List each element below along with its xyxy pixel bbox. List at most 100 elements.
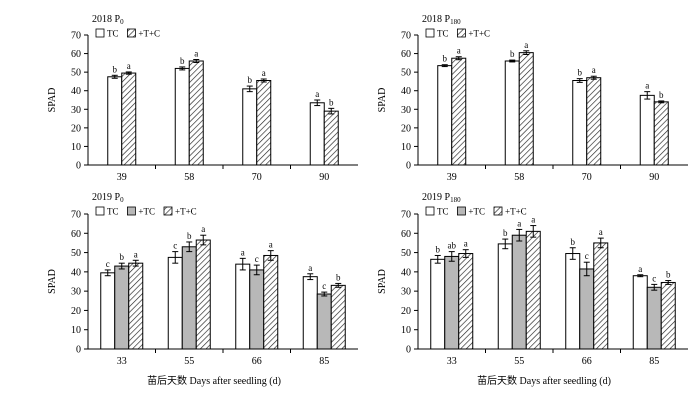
y-axis-label: SPAD [377,88,388,113]
significance-letter: b [443,54,448,64]
significance-letter: a [645,81,649,91]
legend-label: TC [437,207,449,217]
chart-title: 2018 P0 [92,14,124,26]
y-tick-label: 70 [71,31,81,42]
legend-swatch [95,206,105,216]
y-tick-label: 20 [401,123,411,134]
significance-letter: b [510,49,515,59]
bar [565,253,581,350]
legend-swatch [127,206,136,216]
bar [646,286,662,350]
legend-label: TC [437,29,449,39]
chart-title-main: 2019 P [92,192,121,203]
legend-swatch [425,206,435,216]
bar [100,272,116,350]
x-tick-label: 85 [319,356,329,367]
y-axis-label: SPAD [47,88,58,113]
bar [586,77,602,166]
bar [188,60,204,166]
significance-letter: b [659,90,664,100]
significance-letter: b [113,64,118,74]
x-tick-label: 33 [447,356,457,367]
y-tick-label: 30 [401,105,411,116]
chart-title-subscript: 180 [450,196,461,204]
y-tick-label: 0 [76,161,81,172]
bar [330,284,346,350]
chart-title-main: 2018 P [92,14,121,25]
x-tick-label: 39 [117,172,127,183]
bar [302,276,318,350]
y-tick-label: 70 [401,210,411,221]
legend-label: +TC [468,207,485,217]
y-tick-label: 10 [71,325,81,336]
bar [437,65,453,166]
y-tick-label: 40 [401,267,411,278]
legend-label: +T+C [138,29,160,39]
bar [430,258,446,350]
significance-letter: a [592,65,596,75]
significance-letter: b [120,252,125,262]
legend-swatch [456,28,466,38]
significance-letter: c [106,259,110,269]
bar [511,234,527,350]
y-tick-label: 30 [71,105,81,116]
y-tick-label: 30 [71,287,81,298]
y-tick-label: 60 [401,229,411,240]
chart-title-subscript: 0 [120,196,124,204]
bar [263,254,279,350]
bar [518,52,534,166]
chart-title-main: 2018 P [422,14,451,25]
x-tick-label: 90 [319,172,329,183]
x-tick-label: 58 [514,172,524,183]
x-tick-label: 66 [252,356,262,367]
significance-letter: c [255,254,259,264]
y-tick-label: 10 [401,142,411,153]
bar [572,80,588,166]
chart-title-subscript: 180 [450,18,461,26]
y-tick-label: 40 [71,86,81,97]
y-tick-label: 50 [71,248,81,259]
x-tick-label: 55 [514,356,524,367]
chart-title: 2018 P180 [422,14,461,26]
y-tick-label: 20 [71,123,81,134]
significance-letter: a [524,40,528,50]
y-tick-label: 50 [401,248,411,259]
legend-swatch [95,28,105,38]
y-axis-label: SPAD [47,269,58,294]
significance-letter: a [457,46,461,56]
y-tick-label: 50 [401,68,411,79]
legend-swatch [127,28,136,38]
bar [114,265,130,350]
bar [167,256,183,350]
bar [451,57,467,166]
bar [639,94,655,166]
significance-letter: b [248,75,253,85]
bar [174,67,190,166]
legend-swatch [456,206,466,216]
significance-letter: b [666,270,671,280]
y-tick-label: 60 [71,229,81,240]
bar [256,80,272,166]
significance-letter: a [599,227,603,237]
bar [632,275,648,350]
significance-letter: a [308,263,312,273]
significance-letter: a [134,249,138,259]
bar [525,230,541,350]
significance-letter: a [464,239,468,249]
significance-letter: b [571,237,576,247]
bar [309,102,325,166]
significance-letter: a [315,89,319,99]
significance-letter: a [517,218,521,228]
y-tick-label: 0 [406,345,411,356]
significance-letter: b [187,231,192,241]
chart-title-main: 2019 P [422,192,451,203]
y-tick-label: 70 [71,210,81,221]
y-tick-label: 30 [401,287,411,298]
bar [128,262,144,350]
bar [121,72,137,166]
bar [316,293,332,350]
y-tick-label: 20 [71,306,81,317]
